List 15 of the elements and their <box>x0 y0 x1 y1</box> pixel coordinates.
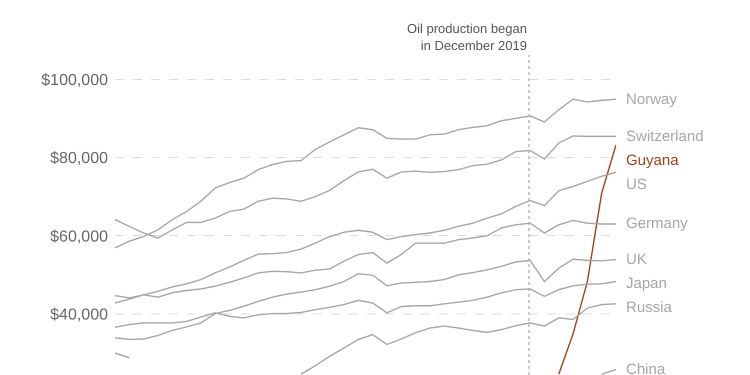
series-label: US <box>626 176 647 193</box>
series-label: China <box>626 361 666 375</box>
y-tick-label: $60,000 <box>50 228 108 246</box>
y-tick-label: $80,000 <box>50 150 108 168</box>
series-label: Russia <box>626 299 673 316</box>
series-label: Norway <box>626 91 678 108</box>
line-series <box>558 144 616 375</box>
series-label: Guyana <box>626 152 680 169</box>
text: Oil production began in December 2019 <box>407 21 527 53</box>
y-tick-label: $40,000 <box>50 306 108 324</box>
series-label: Switzerland <box>626 128 704 145</box>
y-tick-label: $100,000 <box>41 72 108 89</box>
series-label: Japan <box>626 275 667 292</box>
series-label: Germany <box>626 215 688 232</box>
series-label: UK <box>626 251 647 268</box>
